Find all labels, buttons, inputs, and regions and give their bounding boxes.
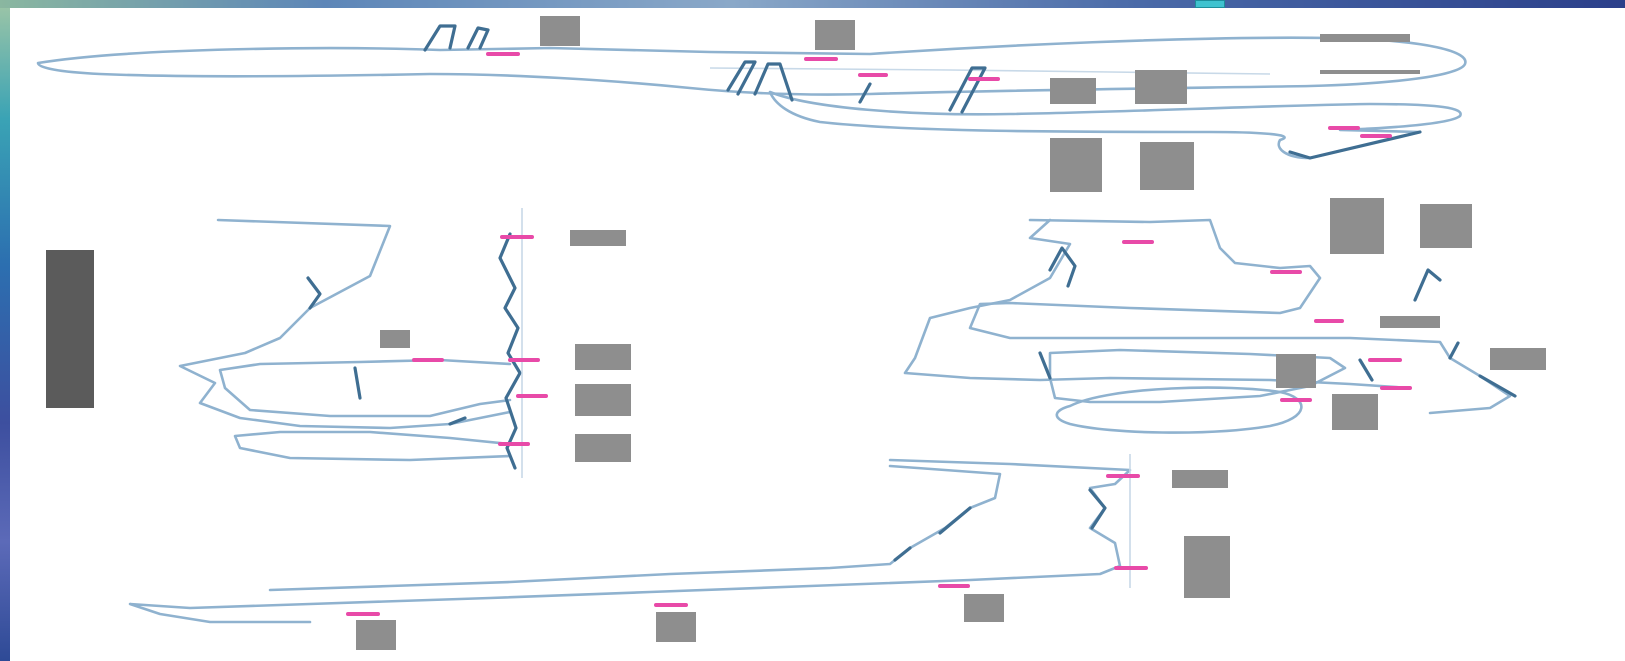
top-decor-square [1195, 0, 1225, 8]
left-trace-label-blocks [380, 230, 631, 462]
left-trace-bottom-loop [233, 430, 512, 462]
bottom-trace-jag-2 [938, 506, 972, 535]
left-trace-inner-loop [218, 358, 512, 418]
top-trace-outer-loop [36, 36, 1467, 96]
top-trace-label-blocks [540, 16, 1420, 192]
top-trace-spike-2 [466, 26, 490, 50]
left-trace-main [178, 218, 512, 430]
right-trace [903, 198, 1546, 434]
right-trace-jag-4 [1478, 374, 1517, 398]
left-decor-strip [0, 0, 10, 661]
diagram-canvas [10, 8, 1625, 661]
bottom-trace-jag-3 [893, 546, 912, 562]
trace-diagram-svg [36, 16, 1546, 650]
right-trace-jag-1 [1048, 246, 1077, 288]
top-trace-spike-6 [858, 82, 872, 104]
right-trace-jag-2 [1413, 268, 1442, 302]
top-trace-spike-5 [948, 66, 987, 114]
left-trace-step-2 [353, 366, 362, 400]
left-trace-step-1 [306, 276, 322, 310]
bottom-trace-main [128, 458, 1132, 624]
top-trace-tail [1288, 130, 1422, 160]
left-trace-step-3 [448, 416, 467, 426]
bottom-trace-label-blocks [356, 470, 1230, 650]
bottom-trace-upper-branch [268, 464, 1002, 592]
right-trace-label-blocks [1276, 198, 1546, 430]
top-trace-spike-1 [423, 24, 457, 52]
left-trace-right-edge [498, 232, 522, 470]
left-trace-vertical-label-block [46, 250, 94, 408]
top-trace-spike-4 [753, 62, 794, 102]
right-trace-main [968, 218, 1512, 415]
bottom-trace-jag-1 [1088, 488, 1107, 530]
top-decor-strip [0, 0, 1625, 8]
left-trace [46, 208, 631, 478]
top-trace-spike-3 [726, 60, 757, 96]
right-trace-inner-loop [1048, 348, 1347, 404]
top-trace-lower-loop [768, 90, 1462, 160]
bottom-trace [128, 454, 1230, 650]
top-trace-inner-line [709, 67, 1271, 75]
right-trace-jag-5 [1038, 351, 1052, 380]
right-trace-jag-3 [1448, 341, 1460, 360]
right-trace-jag-6 [1358, 358, 1374, 382]
right-trace-core-ring [1055, 386, 1303, 434]
top-trace [36, 16, 1467, 192]
right-trace-outer-loop [903, 218, 1412, 390]
